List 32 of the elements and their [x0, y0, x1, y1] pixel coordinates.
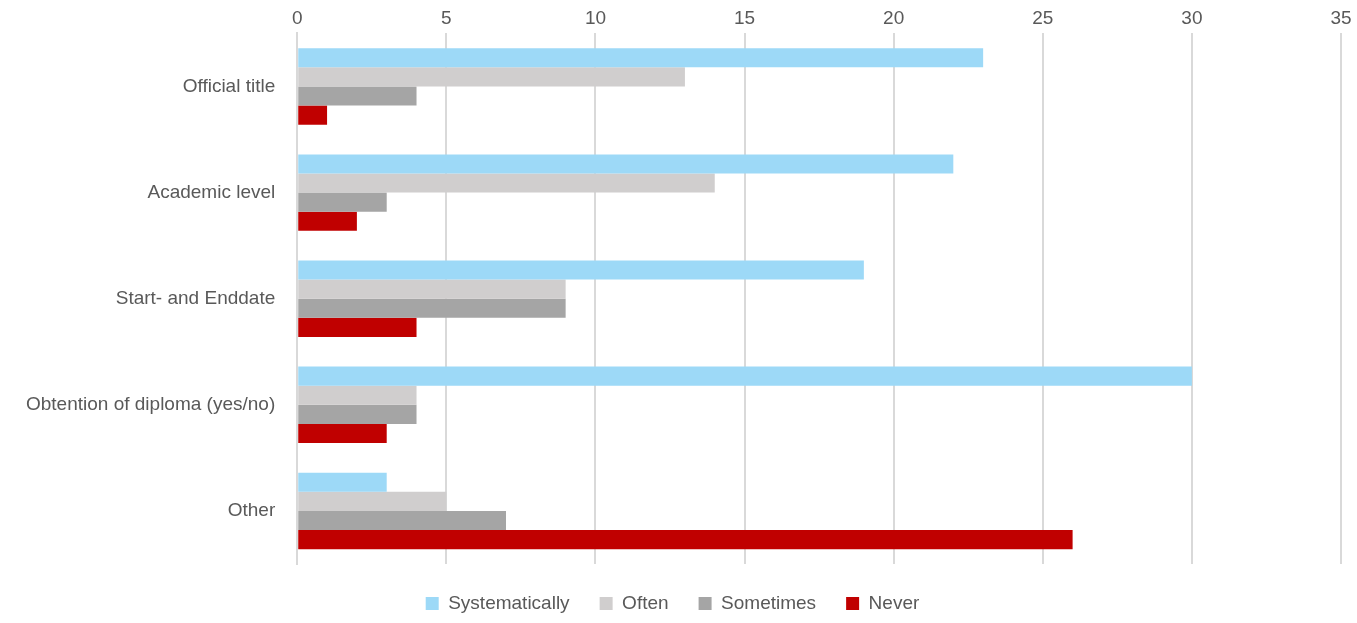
- legend-label: Often: [622, 591, 669, 613]
- bar: [298, 211, 357, 231]
- bar: [298, 530, 1073, 550]
- bar: [298, 192, 387, 212]
- bar: [298, 260, 864, 280]
- x-tick-label: 5: [441, 7, 452, 29]
- bar: [298, 404, 417, 424]
- bar: [298, 298, 566, 318]
- bar: [298, 48, 984, 68]
- bar: [298, 510, 506, 531]
- x-tick-label: 30: [1181, 7, 1203, 29]
- bar: [298, 423, 387, 444]
- bar: [298, 86, 417, 106]
- legend-label: Never: [868, 591, 920, 613]
- bar: [298, 105, 328, 125]
- legend-label: Systematically: [448, 591, 571, 613]
- x-tick-label: 15: [734, 7, 756, 29]
- x-tick-label: 35: [1330, 7, 1352, 29]
- bar: [298, 366, 1192, 386]
- x-tick-label: 0: [291, 7, 303, 29]
- x-tick-label: 20: [883, 7, 905, 29]
- bar: [298, 472, 387, 492]
- bar: [298, 317, 417, 337]
- y-tick-label: Official title: [182, 74, 276, 96]
- legend-label: Sometimes: [721, 591, 817, 613]
- y-tick-label: Obtention of diploma (yes/no): [26, 393, 276, 415]
- y-tick-label: Other: [227, 499, 276, 521]
- bar: [298, 154, 954, 174]
- y-tick-label: Academic level: [147, 180, 276, 202]
- y-tick-label: Start- and Enddate: [115, 286, 276, 308]
- x-tick-label: 10: [584, 7, 607, 29]
- x-tick-label: 25: [1032, 7, 1054, 29]
